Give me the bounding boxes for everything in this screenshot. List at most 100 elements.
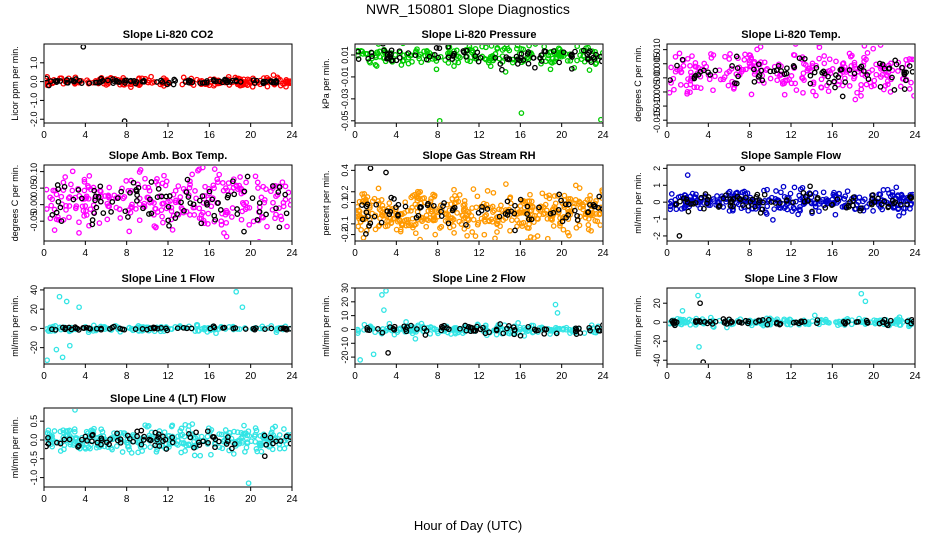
data-point xyxy=(154,194,161,200)
data-point xyxy=(49,443,56,450)
x-tick-label: 0 xyxy=(41,130,47,141)
data-point xyxy=(412,201,419,208)
data-point xyxy=(281,438,288,444)
data-point xyxy=(826,319,832,326)
x-tick-label: 16 xyxy=(515,248,527,259)
data-point xyxy=(792,80,799,87)
data-point xyxy=(150,324,157,331)
data-point xyxy=(465,208,471,215)
x-tick-label: 24 xyxy=(597,371,609,382)
data-point xyxy=(243,179,249,186)
data-point xyxy=(372,329,378,336)
data-point xyxy=(452,330,459,337)
data-point xyxy=(107,436,113,443)
data-point xyxy=(119,449,126,455)
data-point xyxy=(431,51,438,58)
y-tick-label: 0.010 xyxy=(652,38,662,61)
data-point xyxy=(541,326,548,332)
data-point xyxy=(264,223,270,230)
data-point xyxy=(386,211,393,218)
data-point xyxy=(87,206,94,213)
data-point xyxy=(253,325,259,331)
data-point xyxy=(837,67,844,73)
y-axis-label: percent per min. xyxy=(321,170,331,235)
x-tick-label: 16 xyxy=(515,371,527,382)
data-point xyxy=(268,325,275,332)
data-point xyxy=(736,195,743,202)
data-point xyxy=(726,56,733,62)
data-point xyxy=(208,451,214,458)
data-point xyxy=(397,228,404,235)
data-point xyxy=(75,187,82,193)
data-point xyxy=(400,45,405,46)
data-point xyxy=(896,212,902,219)
data-point xyxy=(423,223,430,230)
data-point xyxy=(191,452,198,459)
data-point xyxy=(597,210,602,217)
data-point xyxy=(869,67,876,73)
data-point xyxy=(881,198,888,205)
data-point xyxy=(826,56,833,63)
data-point xyxy=(405,50,412,56)
data-point xyxy=(555,210,562,216)
data-point xyxy=(287,440,291,447)
data-point xyxy=(691,194,698,201)
data-point xyxy=(89,432,95,439)
data-point xyxy=(277,325,284,332)
y-axis-label: degrees C per min. xyxy=(10,165,20,242)
data-point xyxy=(139,326,146,332)
data-point xyxy=(759,77,766,84)
data-point-outlier xyxy=(598,116,602,122)
data-point xyxy=(218,218,225,225)
data-point xyxy=(894,317,901,324)
y-axis-label: ml/min per min. xyxy=(633,172,643,234)
panel-title: Slope Line 3 Flow xyxy=(745,273,838,285)
data-point xyxy=(463,47,470,54)
data-point xyxy=(379,209,386,216)
data-point xyxy=(196,166,202,173)
data-point xyxy=(565,196,572,202)
data-point xyxy=(850,194,857,201)
data-point xyxy=(474,323,480,330)
data-point xyxy=(274,192,281,198)
data-point xyxy=(138,441,145,448)
data-point xyxy=(836,190,842,197)
data-point xyxy=(46,82,52,89)
data-point xyxy=(356,223,362,230)
data-point xyxy=(475,220,482,226)
data-point xyxy=(559,215,566,222)
data-point-outlier xyxy=(66,342,73,349)
data-point xyxy=(596,193,602,200)
data-point-outlier xyxy=(239,304,246,311)
data-point xyxy=(223,219,230,226)
data-point-outlier xyxy=(697,300,703,307)
data-point xyxy=(491,207,498,214)
data-point xyxy=(676,67,683,73)
data-point xyxy=(438,327,445,334)
data-point xyxy=(898,198,904,204)
data-point xyxy=(514,45,520,52)
y-tick-label: 20 xyxy=(29,304,39,314)
data-point xyxy=(216,171,223,178)
data-point xyxy=(363,231,369,237)
data-point xyxy=(379,329,386,336)
y-tick-label: -0.05 xyxy=(340,111,350,132)
data-point xyxy=(883,72,890,79)
data-point xyxy=(48,202,55,209)
y-tick-label: -0.05 xyxy=(29,211,39,232)
data-point xyxy=(818,84,825,91)
data-point xyxy=(877,45,884,48)
data-point xyxy=(832,84,838,91)
data-point xyxy=(363,227,370,234)
x-tick-label: 16 xyxy=(204,494,216,505)
data-point xyxy=(842,319,849,326)
data-point xyxy=(572,325,579,332)
data-point xyxy=(883,321,890,327)
x-tick-label: 8 xyxy=(124,494,130,505)
data-point xyxy=(691,84,698,91)
data-point xyxy=(172,187,179,194)
data-point xyxy=(265,325,271,331)
data-point xyxy=(508,208,515,215)
data-point xyxy=(771,206,778,212)
data-point xyxy=(597,222,602,228)
